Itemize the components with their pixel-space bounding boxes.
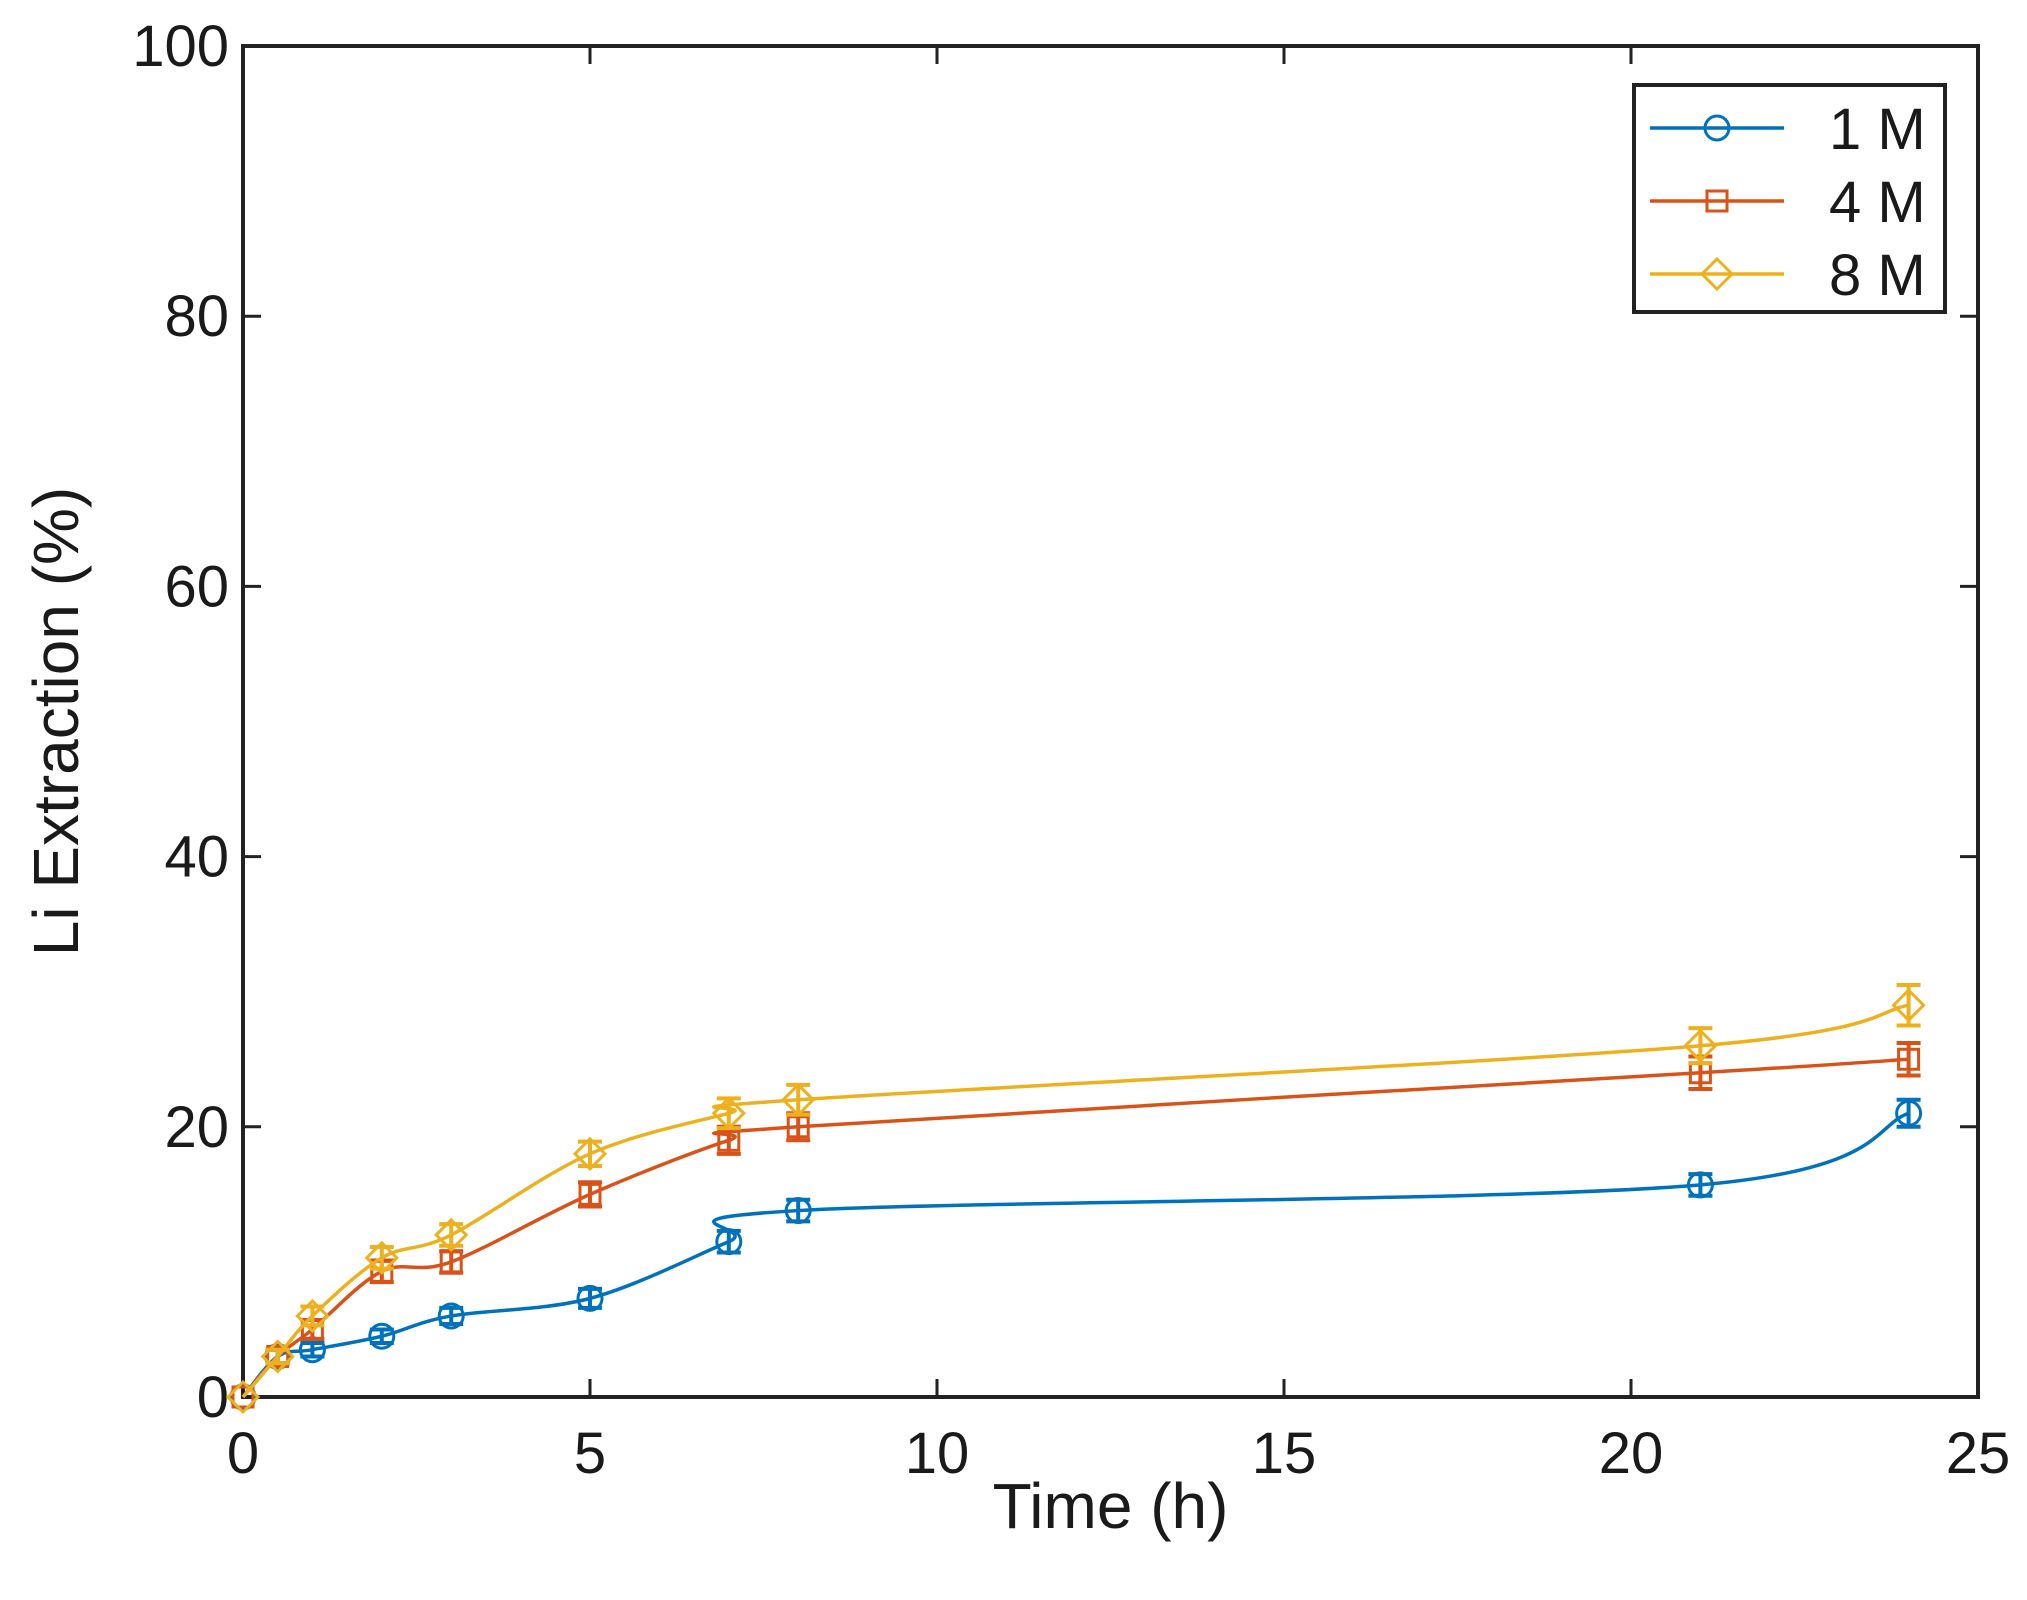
data-point: [229, 1383, 257, 1411]
data-point: [266, 1344, 290, 1368]
y-tick-label: 40: [164, 825, 229, 890]
data-point: [784, 1197, 812, 1225]
x-tick-label: 20: [1599, 1421, 1664, 1486]
legend-marker: [1699, 256, 1735, 292]
data-point: [434, 1217, 469, 1253]
legend-marker: [1705, 189, 1729, 213]
data-point: [1891, 988, 1926, 1023]
x-tick-label: 5: [574, 1421, 606, 1486]
data-point: [576, 1284, 604, 1312]
series-layer: [225, 982, 1926, 1415]
data-point: [781, 1082, 816, 1117]
x-tick-label: 25: [1946, 1421, 2011, 1486]
series-1-m: [229, 1097, 1923, 1411]
data-point: [1897, 1047, 1921, 1071]
x-tick-label: 0: [227, 1421, 259, 1486]
x-tick-label: 10: [905, 1421, 970, 1486]
y-tick-label: 60: [164, 554, 229, 619]
legend-label: 8 M: [1829, 243, 1926, 308]
data-point: [225, 1379, 261, 1415]
data-point: [1895, 1099, 1923, 1127]
legend-entry: 4 M: [1650, 170, 1926, 235]
data-point: [1683, 1028, 1718, 1063]
legend: 1 M 4 M 8 M: [1632, 83, 1947, 314]
legend-entry: 8 M: [1650, 243, 1926, 308]
data-point: [1686, 1171, 1714, 1199]
data-point: [368, 1322, 396, 1350]
legend-entry: 1 M: [1650, 97, 1926, 162]
data-point: [260, 1339, 295, 1374]
y-axis: 0 20 40 60 80 100: [132, 14, 1978, 1430]
y-tick-label: 20: [164, 1095, 229, 1160]
x-axis-label: Time (h): [993, 1470, 1229, 1542]
series-8-m: [225, 982, 1926, 1415]
y-tick-label: 80: [164, 284, 229, 349]
data-point: [364, 1240, 399, 1275]
legend-label: 4 M: [1829, 170, 1926, 235]
data-point: [572, 1136, 608, 1171]
data-point: [715, 1228, 743, 1256]
legend-label: 1 M: [1829, 97, 1926, 162]
data-point: [711, 1096, 746, 1131]
y-axis-label: Li Extraction (%): [20, 487, 92, 956]
data-point: [264, 1342, 292, 1370]
x-axis: 0 5 10 15 20 25: [227, 46, 2010, 1486]
data-point: [578, 1182, 602, 1206]
x-tick-label: 15: [1252, 1421, 1317, 1486]
y-tick-label: 0: [197, 1365, 229, 1430]
data-point: [295, 1298, 330, 1334]
legend-marker: [1703, 114, 1731, 142]
y-tick-label: 100: [132, 14, 229, 79]
data-point: [437, 1302, 465, 1330]
data-point: [231, 1385, 255, 1409]
